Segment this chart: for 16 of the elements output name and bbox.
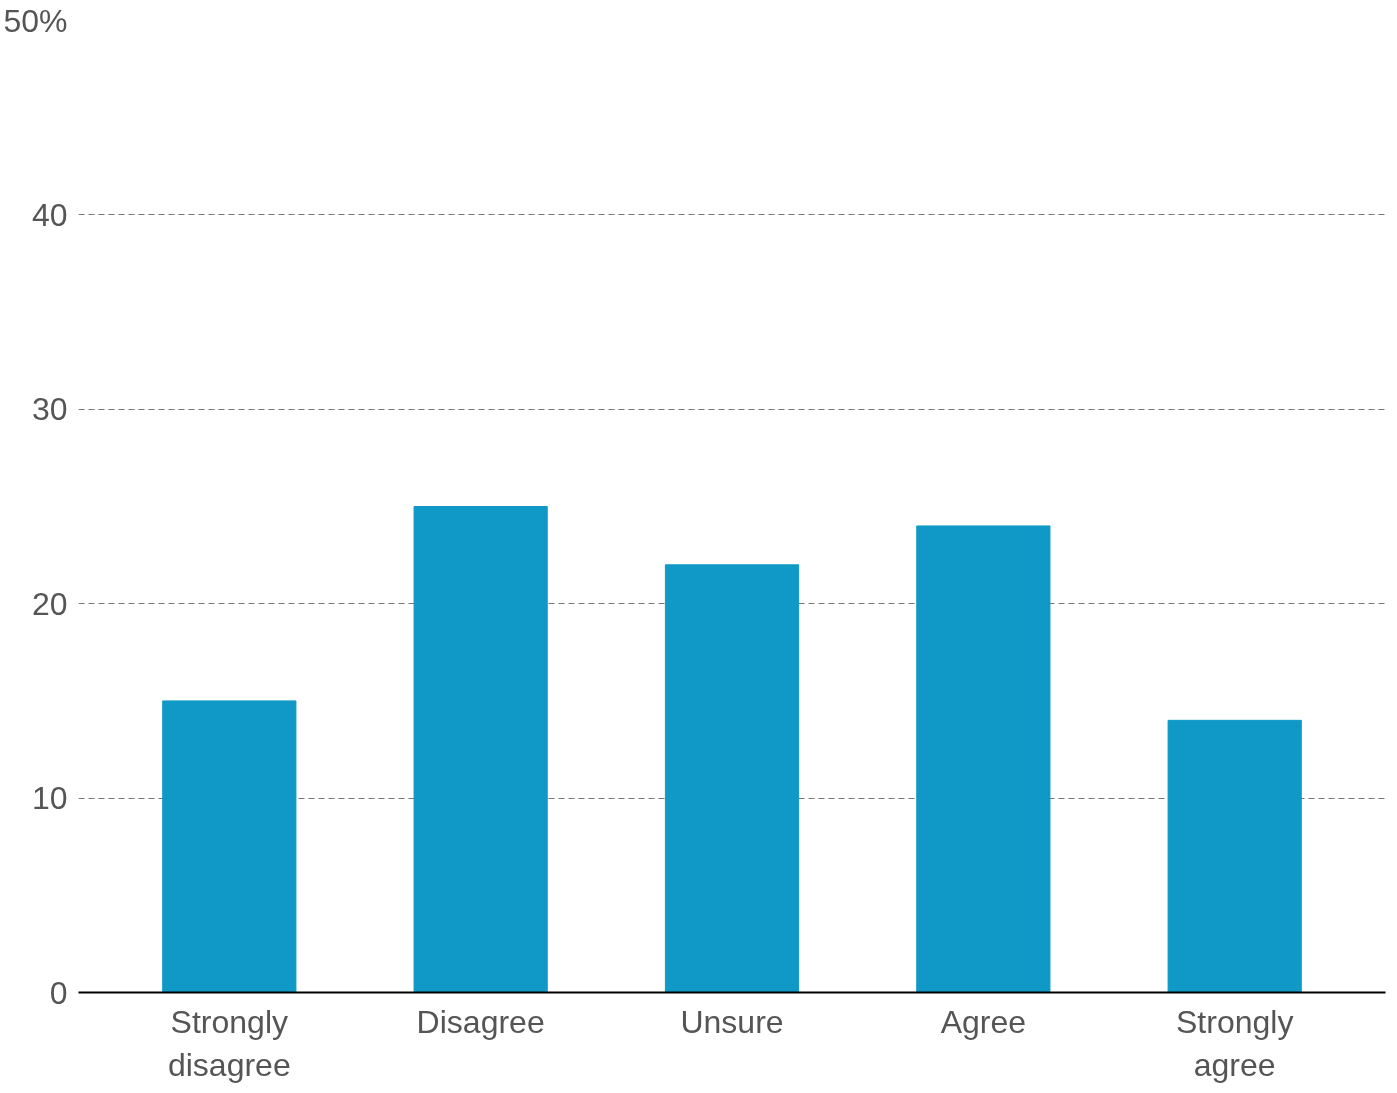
- x-tick-label: Strongly agree: [1176, 1003, 1294, 1083]
- y-tick-label: 0: [49, 974, 68, 1011]
- bar: [162, 700, 297, 993]
- bar: [413, 506, 548, 993]
- bar: [1167, 719, 1302, 993]
- x-tick-label: Unsure: [680, 1003, 784, 1040]
- x-tick-label: Disagree: [416, 1003, 545, 1040]
- y-tick-label: 20: [31, 585, 68, 622]
- x-tick-label: Agree: [940, 1003, 1027, 1040]
- y-tick-label: 30: [31, 391, 68, 428]
- y-tick-label: 50%: [3, 2, 68, 39]
- x-tick-label: Strongly disagree: [167, 1003, 291, 1083]
- bar: [916, 525, 1051, 993]
- bar: [664, 564, 800, 993]
- y-tick-label: 10: [31, 780, 68, 817]
- y-tick-label: 40: [31, 196, 68, 233]
